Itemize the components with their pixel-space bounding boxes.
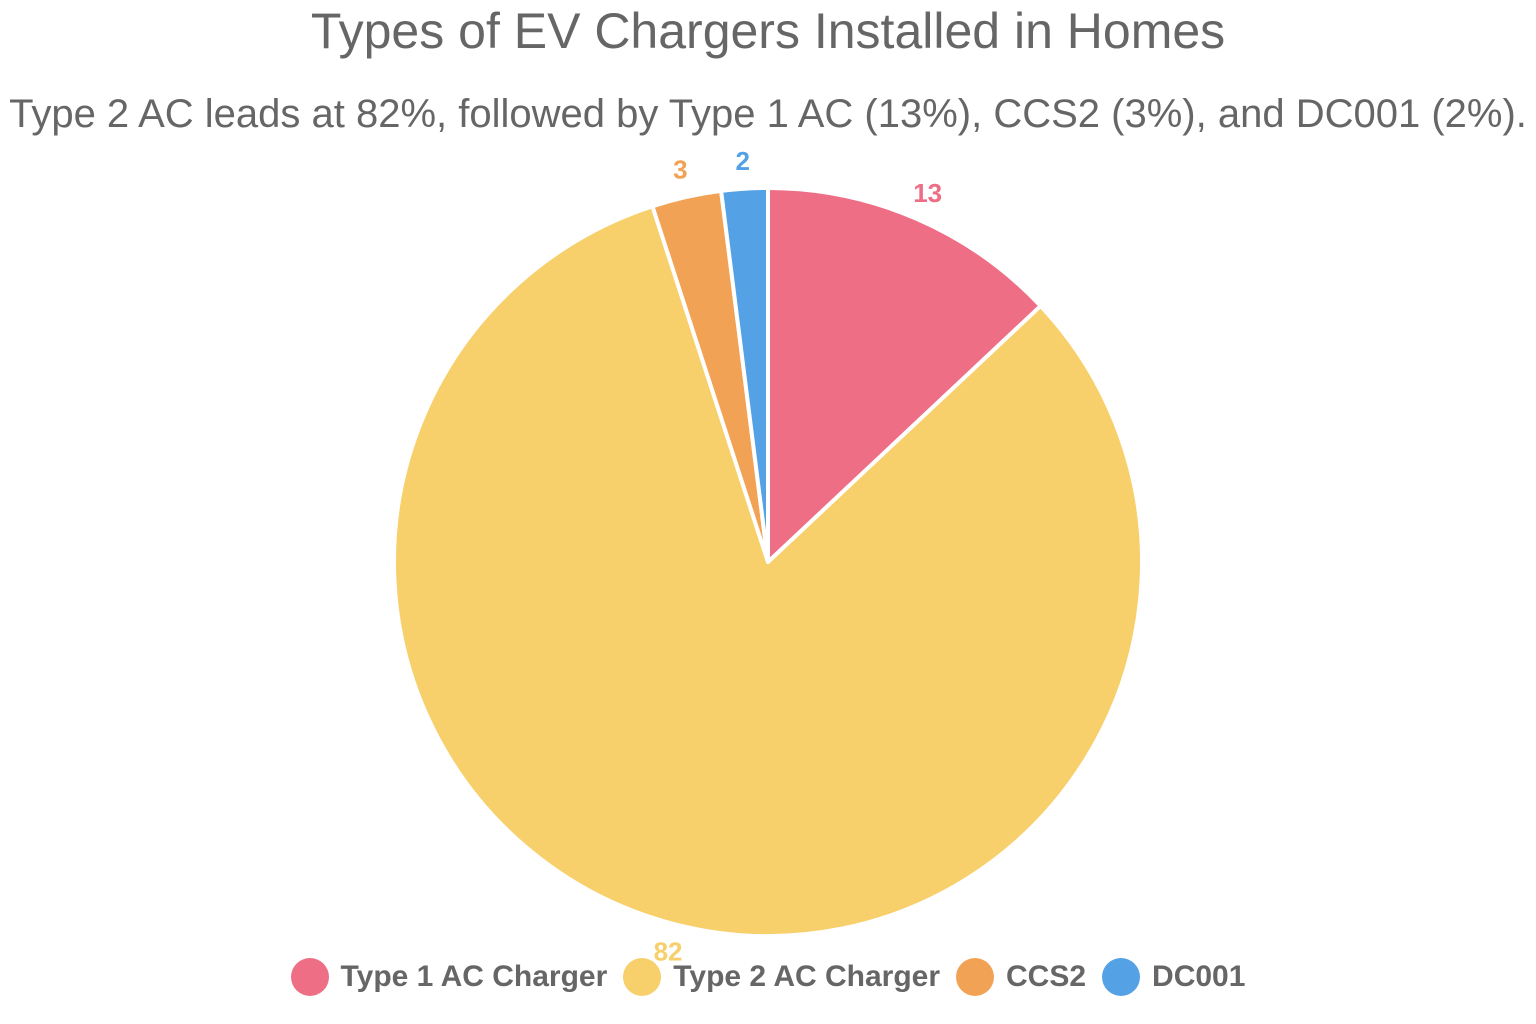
legend-swatch-type2 bbox=[623, 958, 662, 996]
legend-label: DC001 bbox=[1152, 960, 1246, 993]
data-label-ccs2: 3 bbox=[673, 155, 687, 185]
pie-slices bbox=[392, 186, 1144, 938]
legend-item-type1[interactable]: Type 1 AC Charger bbox=[290, 958, 608, 996]
data-label-type1: 13 bbox=[913, 178, 942, 208]
chart-subtitle: Type 2 AC leads at 82%, followed by Type… bbox=[9, 92, 1527, 136]
legend-swatch-dc001 bbox=[1102, 958, 1141, 996]
data-label-dc001: 2 bbox=[736, 146, 750, 176]
pie-slice-type2[interactable] bbox=[392, 204, 1144, 938]
legend: Type 1 AC Charger Type 2 AC Charger CCS2… bbox=[0, 958, 1536, 996]
data-labels: 13 82 3 2 bbox=[654, 146, 943, 967]
legend-label: Type 1 AC Charger bbox=[340, 960, 608, 993]
legend-item-ccs2[interactable]: CCS2 bbox=[956, 958, 1086, 996]
legend-swatch-ccs2 bbox=[956, 958, 995, 996]
legend-swatch-type1 bbox=[290, 958, 329, 996]
legend-label: CCS2 bbox=[1006, 960, 1087, 993]
data-label-type2: 82 bbox=[654, 936, 683, 966]
legend-label: Type 2 AC Charger bbox=[673, 960, 941, 993]
legend-item-type2[interactable]: Type 2 AC Charger bbox=[623, 958, 940, 996]
pie-slice-type1[interactable] bbox=[766, 186, 1043, 564]
pie-slice-dc001[interactable] bbox=[719, 186, 770, 564]
legend-item-dc001[interactable]: DC001 bbox=[1102, 958, 1245, 996]
chart-title: Types of EV Chargers Installed in Homes bbox=[310, 3, 1226, 59]
